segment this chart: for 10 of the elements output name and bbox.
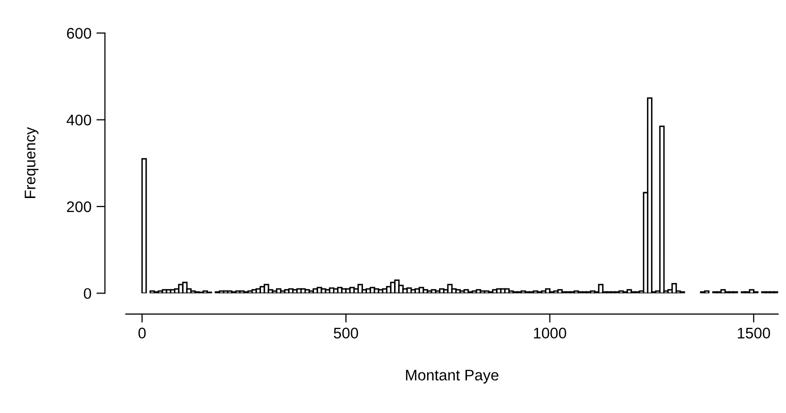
y-tick-label: 200 bbox=[67, 201, 92, 212]
x-tick-label: 0 bbox=[138, 328, 146, 338]
y-tick-label: 0 bbox=[84, 288, 92, 299]
y-axis-title: Frequency bbox=[24, 127, 38, 198]
y-tick-label: 600 bbox=[67, 28, 92, 39]
x-tick-label: 1000 bbox=[534, 328, 566, 338]
x-tick-label: 500 bbox=[334, 328, 358, 338]
y-tick-label: 400 bbox=[66, 114, 92, 126]
x-tick-label: 1500 bbox=[738, 328, 770, 338]
x-axis-title: Montant Paye bbox=[406, 370, 498, 384]
